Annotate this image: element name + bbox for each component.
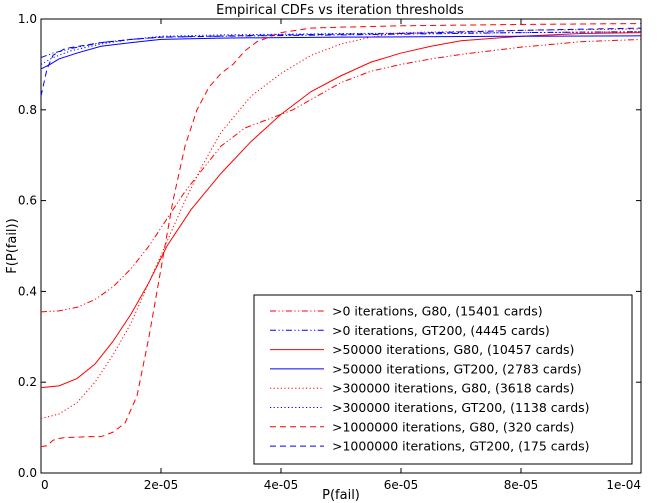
legend-label-6: >300000 iterations, GT200, (1138 cards): [332, 400, 590, 415]
legend-entries: >0 iterations, G80, (15401 cards) >0 iter…: [270, 304, 590, 454]
legend-label-4: >50000 iterations, GT200, (2783 cards): [332, 361, 582, 376]
series-line-1: [40, 38, 642, 313]
y-tick-label: 0.0: [18, 466, 37, 480]
x-tick-label: 4e-05: [264, 478, 299, 492]
x-tick-label: 0: [41, 478, 49, 492]
series-line-8: [40, 27, 642, 97]
chart-title: Empirical CDFs vs iteration thresholds: [216, 3, 464, 18]
legend-label-7: >1000000 iterations, G80, (320 cards): [332, 419, 574, 434]
series-line-4: [40, 35, 642, 70]
x-axis-ticks: 0 2e-05 4e-05 6e-05 8e-05 1e-04: [40, 19, 642, 492]
legend-box: [253, 294, 633, 465]
series-layer: [40, 23, 642, 448]
y-tick-label: 0.2: [18, 375, 37, 389]
series-line-3: [40, 32, 642, 389]
series-line-7: [40, 23, 642, 448]
y-tick-label: 0.4: [18, 284, 37, 298]
legend: >0 iterations, G80, (15401 cards) >0 iter…: [253, 294, 633, 465]
legend-label-8: >1000000 iterations, GT200, (175 cards): [332, 439, 590, 454]
legend-label-3: >50000 iterations, G80, (10457 cards): [332, 342, 574, 357]
legend-label-5: >300000 iterations, G80, (3618 cards): [332, 381, 574, 396]
series-line-5: [40, 28, 642, 420]
y-tick-label: 1.0: [18, 12, 37, 26]
legend-label-2: >0 iterations, GT200, (4445 cards): [332, 323, 550, 338]
y-tick-label: 0.8: [18, 103, 37, 117]
x-axis-label: P(fail): [322, 488, 360, 503]
legend-label-1: >0 iterations, G80, (15401 cards): [332, 304, 543, 319]
y-axis-ticks: 0.0 0.2 0.4 0.6 0.8 1.0: [18, 12, 641, 480]
x-tick-label: 6e-05: [384, 478, 419, 492]
x-tick-label: 2e-05: [144, 478, 179, 492]
y-tick-label: 0.6: [18, 194, 37, 208]
x-tick-label: 1e-04: [606, 478, 641, 492]
y-axis-label: F(P(fail)): [5, 218, 20, 273]
x-tick-label: 8e-05: [504, 478, 539, 492]
